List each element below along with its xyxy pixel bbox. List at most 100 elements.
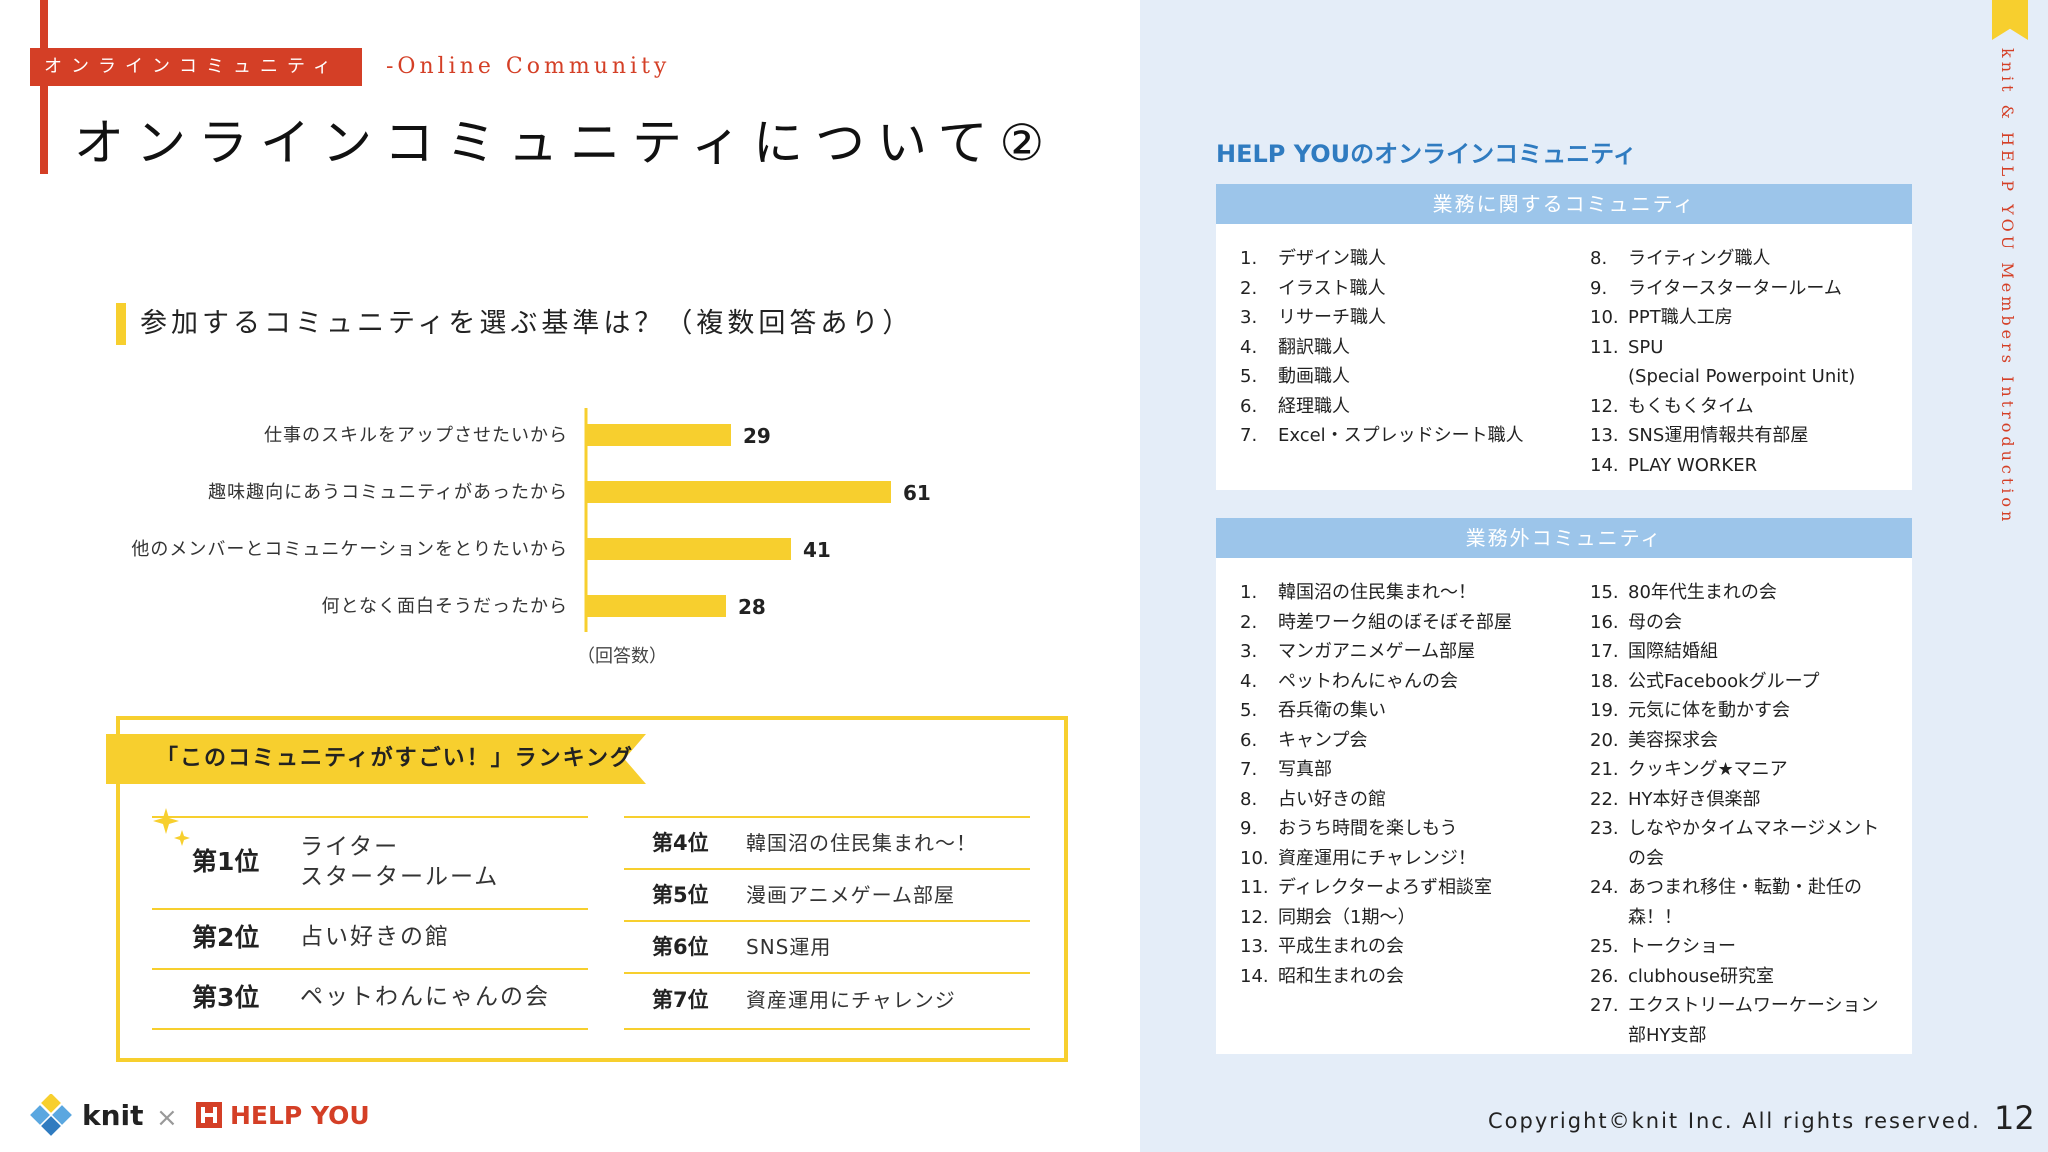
community-name: 同期会（1期〜） <box>1278 906 1416 928</box>
community-item: 22. HY本好き倶楽部 <box>1590 785 1900 815</box>
community-number: 10. <box>1240 847 1269 869</box>
community-number: 1. <box>1240 582 1258 603</box>
community-name: 呑兵衛の集い <box>1278 700 1386 721</box>
community-name: 美容探求会 <box>1628 729 1718 751</box>
page-number: 12 <box>1994 1099 2035 1137</box>
community-number: 19. <box>1590 700 1619 721</box>
community-item: 12. もくもくタイム <box>1590 392 1900 422</box>
community-name: 占い好きの館 <box>1278 788 1386 810</box>
community-item: 14. 昭和生まれの会 <box>1240 962 1570 992</box>
community-number: 16. <box>1590 611 1619 633</box>
community-number: 3. <box>1240 307 1258 328</box>
community-item: 5. 動画職人 <box>1240 362 1570 392</box>
axis-unit-label: （回答数） <box>577 646 667 667</box>
community-item: 2. イラスト職人 <box>1240 274 1570 304</box>
community-number: 23. <box>1590 818 1619 839</box>
communities-heading: HELP YOUのオンラインコミュニティ <box>1216 140 1637 168</box>
ranking-box <box>116 716 1068 1062</box>
community-number: 1. <box>1240 248 1258 269</box>
ranking-divider <box>624 972 1030 974</box>
side-label: knit & HELP YOU Members Introduction <box>1998 48 2017 526</box>
community-number: 18. <box>1590 670 1619 692</box>
community-number: 11. <box>1240 877 1269 898</box>
community-item: 12. 同期会（1期〜） <box>1240 903 1570 933</box>
ranking-item-6: 第6位 SNS運用 <box>624 922 1030 972</box>
community-name: clubhouse研究室 <box>1628 965 1775 987</box>
community-item: 11. ディレクターよろず相談室 <box>1240 873 1570 903</box>
community-name: 翻訳職人 <box>1278 336 1350 358</box>
ranking-item-4: 第4位 韓国沼の住民集まれ〜！ <box>624 818 1030 868</box>
community-item: 24. あつまれ移住・転勤・赴任の 森！！ <box>1590 873 1900 932</box>
community-item: 10. 資産運用にチャレンジ！ <box>1240 844 1570 874</box>
community-name: 動画職人 <box>1278 366 1350 387</box>
rank-name: ライター スタータールーム <box>300 834 500 890</box>
community-number: 27. <box>1590 995 1619 1016</box>
community-number: 8. <box>1590 248 1608 269</box>
community-item: 23. しなやかタイムマネージメント の会 <box>1590 814 1900 873</box>
community-number: 3. <box>1240 641 1258 662</box>
community-item: 8. 占い好きの館 <box>1240 785 1570 815</box>
rank-name: 漫画アニメゲーム部屋 <box>746 883 955 907</box>
ranking-divider <box>152 1028 588 1030</box>
community-name: おうち時間を楽しもう <box>1278 818 1458 839</box>
community-number: 24. <box>1590 877 1619 898</box>
community-number: 2. <box>1240 277 1258 299</box>
community-item: 9. おうち時間を楽しもう <box>1240 814 1570 844</box>
community-item: 17. 国際結婚組 <box>1590 637 1900 667</box>
community-name: 韓国沼の住民集まれ〜！ <box>1278 582 1476 603</box>
community-name: キャンプ会 <box>1278 729 1368 751</box>
knit-logo-text: knit <box>82 1099 144 1132</box>
community-item: 11. SPU (Special Powerpoint Unit) <box>1590 333 1900 392</box>
community-name: 資産運用にチャレンジ！ <box>1278 847 1476 869</box>
community-item: 25. トークショー <box>1590 932 1900 962</box>
community-name: ライティング職人 <box>1628 248 1771 269</box>
ranking-divider <box>152 968 588 970</box>
community-name: 写真部 <box>1278 759 1332 780</box>
sparkle-icon <box>153 808 190 846</box>
community-item: 15. 80年代生まれの会 <box>1590 578 1900 608</box>
value-label: 29 <box>743 424 771 448</box>
community-name: 国際結婚組 <box>1628 641 1718 662</box>
ranking-item-7: 第7位 資産運用にチャレンジ <box>624 974 1030 1026</box>
section-tag-english: -Online Community <box>386 54 671 79</box>
community-item: 13. 平成生まれの会 <box>1240 932 1570 962</box>
community-item: 1. デザイン職人 <box>1240 244 1570 274</box>
community-number: 9. <box>1240 818 1258 839</box>
community-name: トークショー <box>1628 936 1736 957</box>
rank-label: 第7位 <box>652 988 709 1012</box>
community-item: 4. 翻訳職人 <box>1240 333 1570 363</box>
bar <box>586 481 891 503</box>
community-item: 4. ペットわんにゃんの会 <box>1240 667 1570 697</box>
rank-label: 第5位 <box>652 883 709 907</box>
collab-cross: × <box>156 1103 178 1133</box>
community-number: 12. <box>1240 906 1269 928</box>
work-community-title: 業務に関するコミュニティ <box>1216 184 1912 224</box>
community-item: 7. Excel・スプレッドシート職人 <box>1240 421 1570 451</box>
helpyou-logo-icon <box>196 1102 222 1128</box>
community-number: 6. <box>1240 729 1258 751</box>
rank-label: 第2位 <box>192 923 260 952</box>
community-name: PLAY WORKER <box>1628 454 1758 476</box>
community-number: 13. <box>1240 936 1269 957</box>
community-item: 13. SNS運用情報共有部屋 <box>1590 421 1900 451</box>
rank-name: ペットわんにゃんの会 <box>300 984 550 1010</box>
community-number: 17. <box>1590 641 1619 662</box>
community-number: 4. <box>1240 336 1258 358</box>
community-name: ライタースタータールーム <box>1628 277 1842 299</box>
community-number: 15. <box>1590 582 1619 603</box>
community-number: 21. <box>1590 759 1619 780</box>
rank-label: 第1位 <box>192 847 260 876</box>
ranking-item-2: 第2位 占い好きの館 <box>152 910 588 968</box>
community-name: HY本好き倶楽部 <box>1628 788 1761 810</box>
community-name: 平成生まれの会 <box>1278 936 1404 957</box>
community-item: 6. キャンプ会 <box>1240 726 1570 756</box>
community-number: 14. <box>1240 965 1269 987</box>
community-name: あつまれ移住・転勤・赴任の 森！！ <box>1628 877 1862 928</box>
community-item: 16. 母の会 <box>1590 608 1900 638</box>
bar <box>586 538 791 560</box>
rank-name: SNS運用 <box>746 935 832 959</box>
category-label: 仕事のスキルをアップさせたいから <box>264 425 568 446</box>
work-community-card: 業務に関するコミュニティ 1. デザイン職人 2. イラスト職人 3. リサーチ職人 4. 翻… <box>1216 184 1912 490</box>
nonwork-community-title: 業務外コミュニティ <box>1216 518 1912 558</box>
community-name: 母の会 <box>1628 611 1682 633</box>
